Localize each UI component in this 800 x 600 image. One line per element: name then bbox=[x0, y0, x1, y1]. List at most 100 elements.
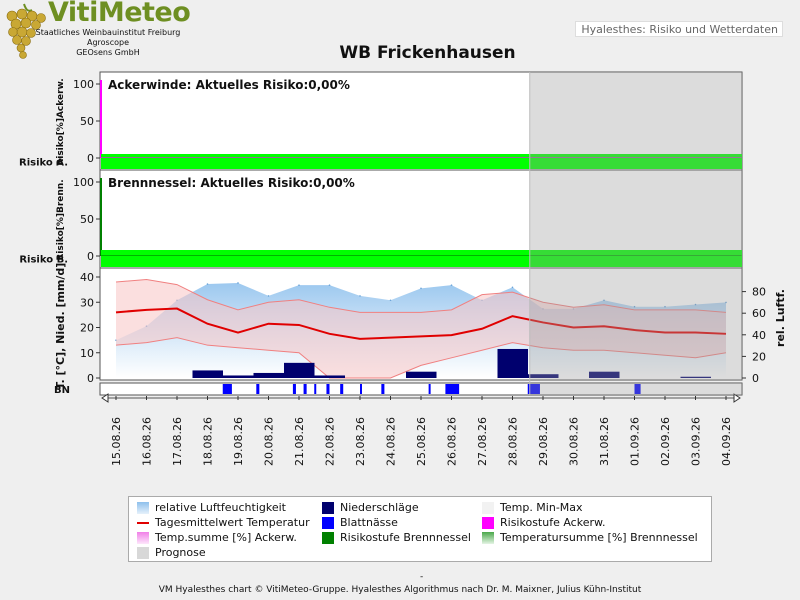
humidity-point bbox=[389, 299, 392, 302]
precip-bar bbox=[528, 374, 559, 378]
footer-dash: - bbox=[420, 572, 424, 582]
risk-b-ylabel: Risiko[%]Brenn. bbox=[56, 179, 66, 260]
gradient-green-icon bbox=[482, 532, 494, 544]
weather-ytick-right-label: 60 bbox=[752, 307, 766, 320]
risk-panel-a-bg bbox=[99, 71, 743, 171]
risk-a-value-mark bbox=[101, 157, 132, 158]
chart-title: WB Frickenhausen bbox=[339, 43, 516, 63]
humidity-point bbox=[359, 295, 361, 297]
risk-a-value-mark bbox=[680, 157, 711, 158]
leaf-wetness-segment bbox=[340, 384, 344, 394]
prognosis-overlay bbox=[529, 72, 742, 380]
risk-b-value-mark bbox=[253, 255, 284, 256]
risk-a-value-mark bbox=[223, 157, 254, 158]
risk-b-ytick-label: 100 bbox=[73, 176, 94, 189]
leaf-wetness-segment bbox=[222, 384, 232, 394]
temp-mean-line bbox=[115, 307, 727, 340]
risk-b-ytick-label: 50 bbox=[80, 213, 94, 226]
precip-bar bbox=[497, 348, 528, 378]
humidity-point bbox=[237, 282, 239, 284]
risk-b-value-mark bbox=[375, 255, 406, 256]
leaf-wetness-segment bbox=[314, 384, 317, 394]
navy-square-icon bbox=[322, 502, 334, 514]
risk-b-level-bar bbox=[101, 250, 742, 267]
humidity-point bbox=[694, 303, 697, 306]
humidity-point bbox=[603, 299, 605, 302]
risk-b-value-mark bbox=[680, 255, 711, 256]
legend-label: Niederschläge bbox=[340, 501, 419, 514]
grape-logo-icon bbox=[2, 2, 48, 66]
temp-max-line bbox=[115, 279, 727, 313]
temp-minmax-band bbox=[116, 279, 726, 378]
risk-a-ytick-label: 100 bbox=[73, 78, 94, 91]
risk-b-value-mark bbox=[711, 255, 742, 256]
weather-ytick-left-label: 20 bbox=[80, 322, 94, 335]
footer-credits: VM Hyalesthes chart © VitiMeteo-Gruppe. … bbox=[158, 585, 642, 595]
leaf-wetness-segment bbox=[428, 384, 431, 394]
leaf-wetness-segment bbox=[256, 384, 260, 394]
green-square-icon bbox=[322, 532, 334, 544]
risk-a-value-mark bbox=[436, 157, 467, 158]
leaf-wetness-strip bbox=[99, 382, 743, 396]
xtick-label: 16.08.26 bbox=[141, 417, 154, 466]
xtick-label: 27.08.26 bbox=[476, 417, 489, 466]
subtitle-box: Hyalesthes: Risiko und Wetterdaten bbox=[575, 21, 783, 37]
precip-bar bbox=[680, 376, 711, 378]
legend-label: Risikostufe Brennnessel bbox=[340, 531, 471, 544]
legend-label: relative Luftfeuchtigkeit bbox=[155, 501, 286, 514]
precip-bar bbox=[284, 362, 315, 378]
weather-ytick-left-label: 10 bbox=[80, 347, 94, 360]
legend-label: Temp. Min-Max bbox=[500, 501, 583, 514]
risk-b-value-mark bbox=[436, 255, 467, 256]
temp-min-line bbox=[115, 337, 727, 379]
xtick-label: 18.08.26 bbox=[202, 417, 215, 466]
risk-b-ytick-label: 0 bbox=[87, 250, 94, 263]
humidity-point bbox=[328, 284, 331, 286]
legend-label: Tagesmittelwert Temperatur bbox=[155, 516, 310, 529]
risk-b-value-mark bbox=[223, 255, 254, 256]
humidity-point bbox=[450, 284, 453, 286]
risk-a-value-mark bbox=[406, 157, 437, 158]
risk-b-value-mark bbox=[192, 255, 223, 256]
leaf-wetness-segment bbox=[381, 384, 385, 394]
xtick-label: 31.08.26 bbox=[598, 417, 611, 466]
leaf-wetness-segment bbox=[303, 384, 307, 394]
risk-a-value-mark bbox=[131, 157, 162, 158]
legend: relative Luftfeuchtigkeit Niederschläge Te… bbox=[128, 496, 712, 562]
xtick-label: 20.08.26 bbox=[263, 417, 276, 466]
gradient-pink-icon bbox=[137, 532, 149, 544]
risk-b-value-mark bbox=[101, 255, 132, 256]
risk-b-value-mark bbox=[528, 255, 559, 256]
risk-a-value-mark bbox=[589, 157, 620, 158]
risk-b-value-mark bbox=[650, 255, 681, 256]
xtick-label: 30.08.26 bbox=[568, 417, 581, 466]
xtick-label: 24.08.26 bbox=[385, 417, 398, 466]
xtick-label: 03.09.26 bbox=[690, 417, 703, 466]
logo-line-agroscope: Agroscope bbox=[86, 38, 130, 47]
risk-a-value-mark bbox=[467, 157, 498, 158]
risk-b-value-mark bbox=[284, 255, 315, 256]
weather-ytick-right-label: 80 bbox=[752, 286, 766, 299]
risk-a-value-mark bbox=[558, 157, 589, 158]
gradient-blue-icon bbox=[137, 502, 149, 514]
humidity-point bbox=[298, 284, 300, 286]
risk-b-value-mark bbox=[619, 255, 650, 256]
risk-b-value-mark bbox=[406, 255, 437, 256]
xtick-label: 21.08.26 bbox=[293, 417, 306, 466]
risk-a-value-mark bbox=[314, 157, 345, 158]
risk-b-value-mark bbox=[558, 255, 589, 256]
logo-line-institute: Staatliches Weinbauinstitut Freiburg bbox=[35, 28, 181, 37]
risk-a-ytick-label: 50 bbox=[80, 115, 94, 128]
weather-ytick-right-label: 20 bbox=[752, 350, 766, 363]
scroll-right-arrow-icon bbox=[733, 393, 741, 403]
risk-a-value-mark bbox=[650, 157, 681, 158]
precip-bar bbox=[589, 371, 620, 378]
risk-a-value-mark bbox=[345, 157, 376, 158]
leaf-wetness-segment bbox=[445, 384, 460, 394]
weather-ytick-left-label: 0 bbox=[87, 372, 94, 385]
xtick-label: 25.08.26 bbox=[415, 417, 428, 466]
precip-bar bbox=[406, 371, 437, 378]
risk-a-value-mark bbox=[528, 157, 559, 158]
grey-square-icon bbox=[137, 547, 149, 559]
xtick-label: 26.08.26 bbox=[446, 417, 459, 466]
